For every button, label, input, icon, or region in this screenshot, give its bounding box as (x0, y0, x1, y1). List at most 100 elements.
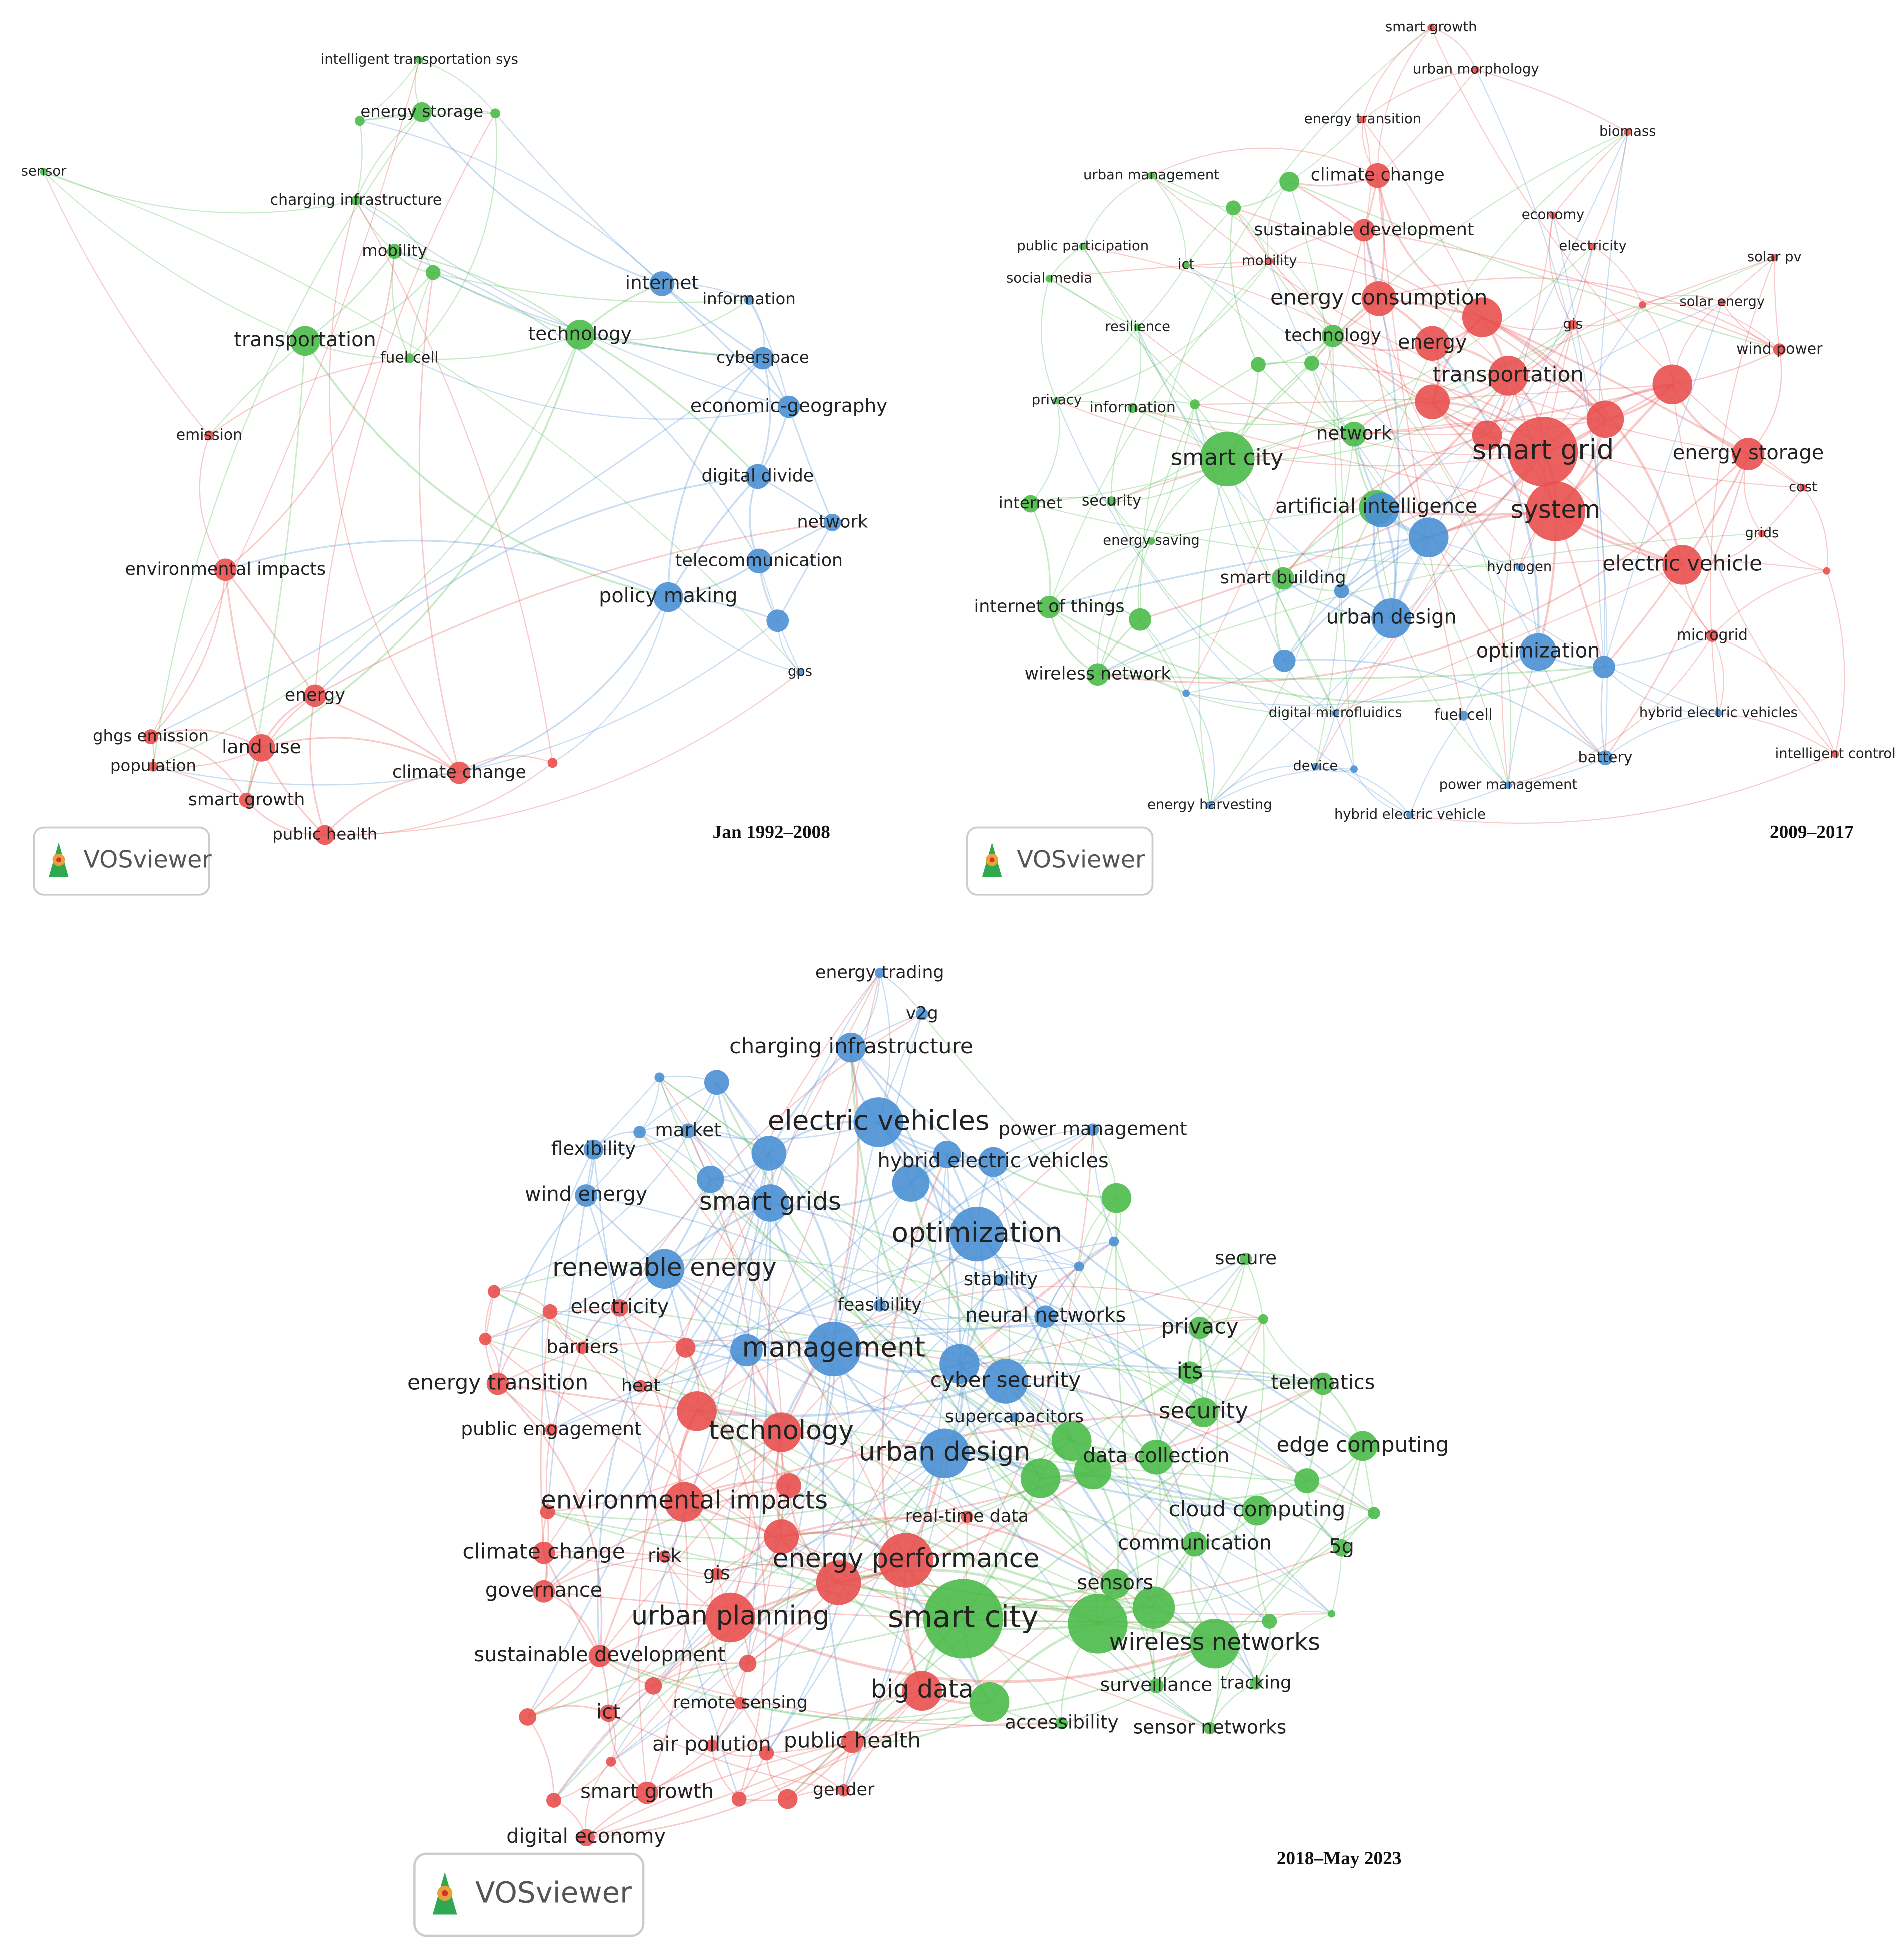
node (766, 609, 789, 632)
edge (579, 334, 759, 477)
node (654, 1072, 665, 1083)
edge (664, 1258, 1246, 1330)
edge (543, 1556, 665, 1592)
edge (1596, 132, 1628, 667)
node (734, 1697, 747, 1710)
node-label: communication (1118, 1531, 1272, 1554)
edge (770, 1202, 1308, 1482)
node (634, 1380, 647, 1393)
node-label: supercapacitors (945, 1407, 1084, 1427)
edge (1092, 1470, 1307, 1501)
edge (527, 1705, 609, 1718)
edge (992, 1162, 1270, 1622)
edge (543, 972, 880, 1553)
edge (540, 1311, 551, 1553)
edge (309, 695, 326, 835)
node-label: energy saving (1103, 533, 1199, 548)
period-label: Jan 1992–2008 (713, 822, 830, 843)
node-label: sensor (21, 164, 67, 179)
edge (1283, 536, 1429, 662)
edge (685, 1121, 879, 1348)
edge (1209, 1512, 1374, 1729)
edge (1049, 278, 1195, 405)
node-label: governance (485, 1579, 602, 1602)
node (1022, 495, 1040, 513)
node (248, 734, 275, 762)
node-label: feasibility (838, 1295, 922, 1315)
node-label: internet (625, 271, 699, 293)
node (874, 968, 885, 978)
node (1773, 343, 1786, 356)
node (1074, 1452, 1112, 1490)
edge (419, 59, 496, 114)
node-label: urban planning (631, 1601, 829, 1631)
edge (304, 340, 669, 598)
edge (1748, 349, 1782, 455)
edge (543, 1153, 770, 1592)
node (1178, 1361, 1201, 1384)
node (746, 548, 772, 574)
node-label: digital divide (702, 466, 814, 486)
edge (1137, 327, 1543, 456)
edge (409, 358, 789, 420)
edge (788, 406, 833, 523)
edge (1113, 1241, 1161, 1608)
edge (1508, 635, 1713, 786)
edge (1209, 304, 1643, 806)
node (1068, 1594, 1128, 1654)
edge (1722, 257, 1775, 303)
node (315, 825, 335, 845)
edge (1045, 1316, 1375, 1514)
node (1203, 1722, 1216, 1735)
edge (879, 972, 923, 1015)
edge (696, 1380, 1006, 1417)
edge (304, 251, 395, 342)
edge (305, 272, 434, 342)
edge (781, 1517, 1116, 1585)
edge (608, 1712, 844, 1791)
edge (150, 736, 247, 801)
node (576, 1341, 589, 1354)
edge (833, 1348, 1042, 1479)
node-label: economy (1522, 207, 1584, 223)
edge (1049, 246, 1083, 279)
node (1258, 1314, 1268, 1324)
node-label: optimization (892, 1216, 1062, 1248)
node (680, 1123, 696, 1139)
edge (459, 755, 553, 774)
node (664, 1482, 704, 1522)
node (704, 1070, 729, 1095)
node-label: economic-geography (690, 395, 887, 417)
node-label: electric vehicles (768, 1104, 990, 1136)
node-label: fuel cell (380, 349, 439, 367)
node-label: energy (1398, 331, 1467, 354)
node (1239, 1252, 1252, 1265)
node (204, 430, 214, 441)
node-label: digital economy (506, 1825, 666, 1848)
node (1132, 1586, 1175, 1629)
node (1034, 1305, 1057, 1328)
edge (667, 357, 764, 597)
node (761, 1412, 802, 1452)
node (545, 1423, 558, 1436)
node (1265, 257, 1273, 265)
edge (209, 340, 306, 436)
node-label: gis (703, 1562, 730, 1584)
edge (1078, 1266, 1204, 1413)
node (1279, 172, 1300, 192)
node (415, 56, 423, 64)
node (1182, 689, 1190, 697)
edge (355, 200, 789, 408)
node-label: smart grids (699, 1187, 841, 1216)
edge (527, 1655, 601, 1718)
node (1086, 663, 1109, 686)
node (1353, 219, 1375, 242)
node (1074, 1261, 1084, 1272)
edge (1315, 713, 1336, 767)
edge (1097, 536, 1429, 676)
edge (355, 121, 363, 201)
edge (1311, 362, 1683, 565)
node (1504, 781, 1512, 789)
edge (543, 1552, 601, 1657)
